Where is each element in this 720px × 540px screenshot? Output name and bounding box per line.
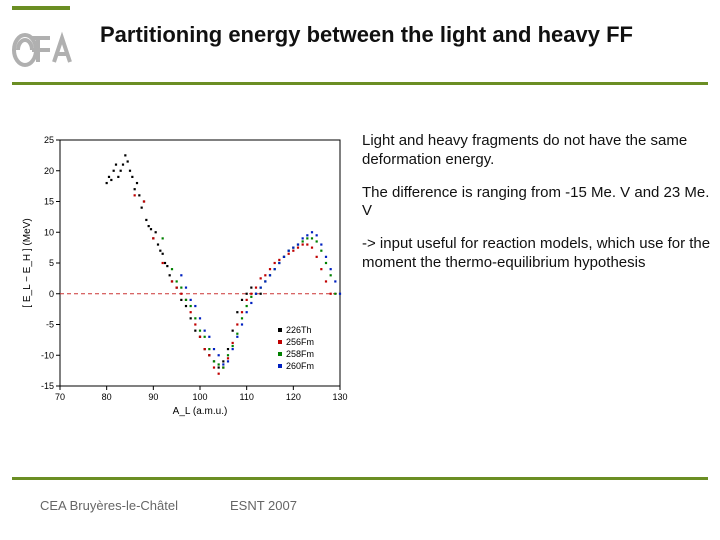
footer-event: ESNT 2007	[230, 498, 297, 513]
svg-text:-5: -5	[46, 320, 54, 330]
svg-text:5: 5	[49, 258, 54, 268]
header-divider	[12, 82, 708, 85]
svg-text:0: 0	[49, 289, 54, 299]
svg-text:80: 80	[102, 392, 112, 402]
svg-text:130: 130	[332, 392, 347, 402]
svg-text:258Fm: 258Fm	[286, 349, 314, 359]
footer-divider	[12, 477, 708, 480]
paragraph-3: -> input useful for reaction models, whi…	[362, 235, 714, 273]
paragraph-1: Light and heavy fragments do not have th…	[362, 132, 714, 170]
svg-text:-10: -10	[41, 350, 54, 360]
svg-text:256Fm: 256Fm	[286, 337, 314, 347]
svg-text:110: 110	[239, 392, 253, 402]
svg-text:70: 70	[55, 392, 65, 402]
svg-text:120: 120	[286, 392, 301, 402]
svg-text:226Th: 226Th	[286, 325, 312, 335]
top-accent-bar	[12, 6, 70, 10]
svg-text:25: 25	[44, 135, 54, 145]
paragraph-2: The difference is ranging from -15 Me. V…	[362, 184, 714, 222]
cea-logo	[10, 28, 80, 73]
scatter-chart: 70 80 90 100 110 120 130 -15 -10 -5 0 5 10 15 20 25 A_L …	[18, 132, 348, 420]
svg-text:A_L (a.m.u.): A_L (a.m.u.)	[173, 406, 228, 417]
svg-text:[ E_L − E_H ] (MeV): [ E_L − E_H ] (MeV)	[22, 218, 33, 307]
svg-text:90: 90	[148, 392, 158, 402]
text-column: Light and heavy fragments do not have th…	[362, 132, 714, 287]
svg-text:260Fm: 260Fm	[286, 361, 314, 371]
svg-text:100: 100	[192, 392, 207, 402]
svg-text:10: 10	[44, 227, 54, 237]
svg-text:15: 15	[44, 197, 54, 207]
footer-affiliation: CEA Bruyères-le-Châtel	[40, 498, 178, 513]
svg-text:-15: -15	[41, 381, 54, 391]
slide-title: Partitioning energy between the light an…	[100, 22, 633, 48]
svg-text:20: 20	[44, 166, 54, 176]
